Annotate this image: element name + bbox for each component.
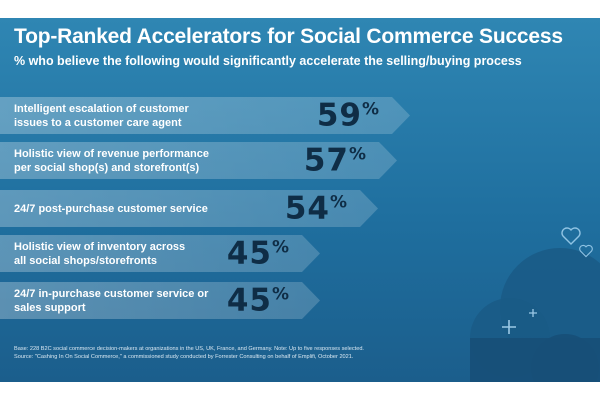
bar-value-percent-sign: %	[271, 284, 290, 304]
bar-label-line: 24/7 in-purchase customer service or	[14, 287, 209, 300]
bar: 24/7 in-purchase customer service or sale…	[0, 282, 320, 319]
bar-value-label: 59%	[317, 100, 380, 131]
bar-value-label: 45%	[227, 238, 290, 269]
plus-icon	[502, 320, 516, 334]
bar: 24/7 post-purchase customer service 54%	[0, 190, 378, 227]
bar-label-line: Holistic view of inventory across	[14, 240, 186, 253]
heart-icon	[561, 227, 581, 245]
chart-title: Top-Ranked Accelerators for Social Comme…	[14, 25, 563, 48]
bar-value-label: 54%	[285, 193, 348, 224]
bar-value-label: 57%	[304, 145, 367, 176]
bar-label-line: issues to a customer care agent	[14, 116, 182, 129]
bar-label: Holistic view of inventory across all soc…	[14, 240, 244, 268]
bar-value-number: 57	[303, 142, 349, 178]
bar-label-line: sales support	[14, 301, 86, 314]
footnote-source: Source: "Cashing In On Social Commerce,"…	[14, 354, 354, 360]
infographic: Top-Ranked Accelerators for Social Comme…	[0, 18, 600, 382]
bar-arrow-shape	[0, 190, 378, 227]
bar-value-label: 45%	[227, 285, 290, 316]
bar-value-number: 45	[226, 282, 272, 318]
bar-label-line: all social shops/storefronts	[14, 254, 158, 267]
footnote: Base: 228 B2C social commerce decision-m…	[14, 345, 454, 361]
bar-value-number: 54	[284, 190, 330, 226]
cloud-shape	[470, 248, 600, 382]
chart-subtitle: % who believe the following would signif…	[14, 54, 522, 68]
bar-arrow-shape	[0, 142, 397, 179]
bar: Holistic view of inventory across all soc…	[0, 235, 320, 272]
bar-value-percent-sign: %	[348, 144, 367, 164]
bar-label: Holistic view of revenue performance per …	[14, 147, 244, 175]
bar-value-percent-sign: %	[329, 192, 348, 212]
bar-arrow-shape	[0, 282, 320, 319]
plus-icon	[529, 309, 537, 317]
bar-label: 24/7 post-purchase customer service	[14, 202, 244, 216]
heart-icon	[579, 244, 593, 258]
bar-label: 24/7 in-purchase customer service or sale…	[14, 287, 244, 315]
bar-label-line: Holistic view of revenue performance	[14, 147, 210, 160]
bar: Intelligent escalation of customer issues…	[0, 97, 410, 134]
bar: Holistic view of revenue performance per …	[0, 142, 397, 179]
bar-label-line: 24/7 post-purchase customer service	[14, 202, 208, 215]
bar-arrow-shape	[0, 235, 320, 272]
bar-value-number: 45	[226, 235, 272, 271]
bar-value-number: 59	[316, 97, 362, 133]
bar-label: Intelligent escalation of customer issues…	[14, 102, 244, 130]
bar-arrow-shape	[0, 97, 410, 134]
bar-value-percent-sign: %	[361, 99, 380, 119]
bar-label-line: per social shop(s) and storefront(s)	[14, 161, 200, 174]
footnote-base: Base: 228 B2C social commerce decision-m…	[14, 346, 364, 352]
bar-label-line: Intelligent escalation of customer	[14, 102, 189, 115]
bar-value-percent-sign: %	[271, 237, 290, 257]
